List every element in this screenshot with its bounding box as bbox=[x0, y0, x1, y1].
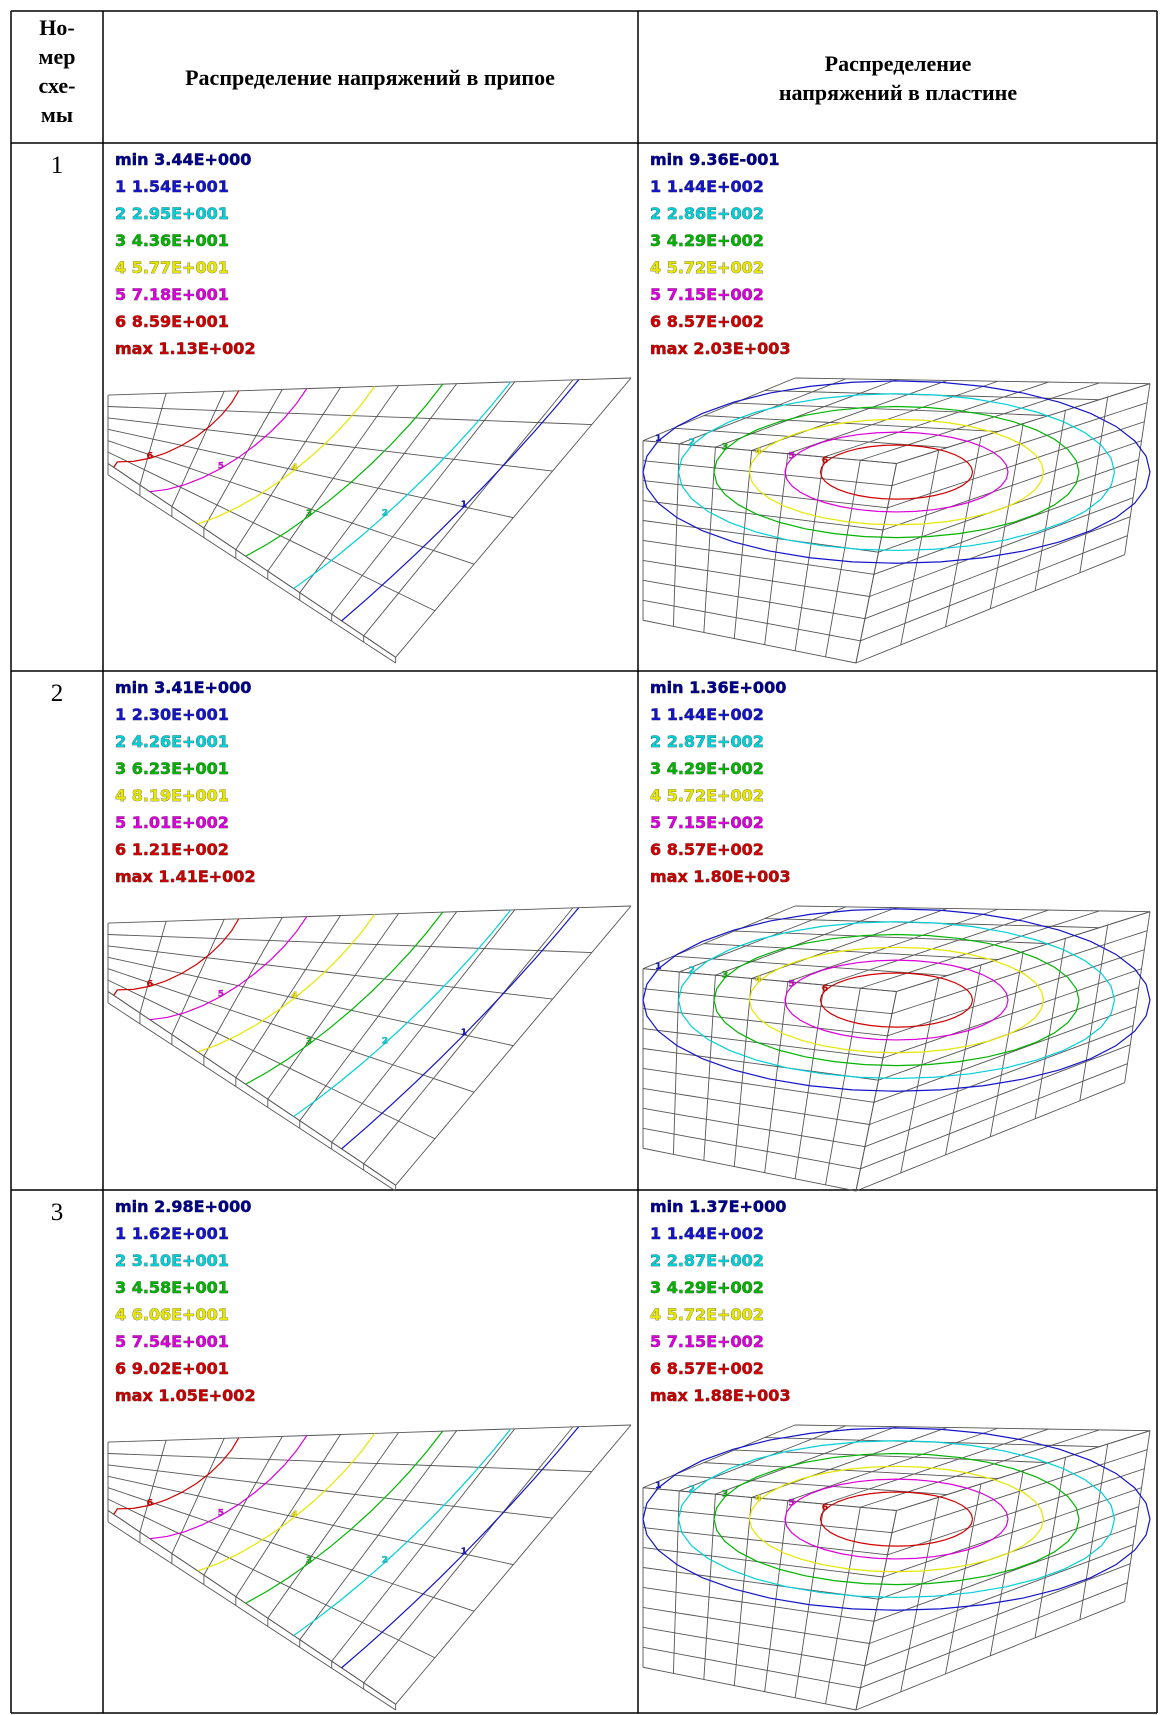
legend-entry: 5 7.15E+002 bbox=[650, 813, 764, 832]
contour-label: 2 bbox=[382, 1036, 388, 1046]
legend-entry: 2 2.95E+001 bbox=[115, 204, 229, 223]
header-plate: напряжений в пластине bbox=[779, 80, 1017, 105]
contour-label: 3 bbox=[722, 443, 728, 453]
contour-label: 5 bbox=[218, 461, 224, 471]
legend-entry: 4 8.19E+001 bbox=[115, 786, 229, 805]
legend-entry: 6 8.59E+001 bbox=[115, 312, 229, 331]
contour-label: 6 bbox=[147, 451, 153, 461]
contour-label: 4 bbox=[755, 975, 761, 985]
contour-label: 2 bbox=[382, 508, 388, 518]
contour-label: 5 bbox=[789, 979, 795, 989]
contour-label: 5 bbox=[789, 1498, 795, 1508]
legend-entry: 1 1.44E+002 bbox=[650, 177, 764, 196]
contour-label: 4 bbox=[755, 1494, 761, 1504]
legend-entry: min 3.41E+000 bbox=[115, 678, 251, 697]
legend-entry: 6 8.57E+002 bbox=[650, 1359, 764, 1378]
contour-label: 5 bbox=[218, 989, 224, 999]
header-plate: Распределение bbox=[825, 51, 972, 76]
contour-label: 1 bbox=[461, 1547, 467, 1557]
legend-entry: 6 1.21E+002 bbox=[115, 840, 229, 859]
legend-entry: 5 7.54E+001 bbox=[115, 1332, 229, 1351]
header-number: мы bbox=[41, 102, 73, 127]
legend-entry: 3 4.36E+001 bbox=[115, 231, 229, 250]
legend-entry: max 1.88E+003 bbox=[650, 1386, 791, 1405]
contour-label: 1 bbox=[461, 500, 467, 510]
legend-entry: 3 4.29E+002 bbox=[650, 759, 764, 778]
row-number: 3 bbox=[51, 1199, 64, 1226]
contour-label: 6 bbox=[822, 456, 828, 466]
contour-label: 1 bbox=[655, 434, 661, 444]
legend-entry: 1 1.44E+002 bbox=[650, 1224, 764, 1243]
header-number: мер bbox=[39, 44, 76, 69]
contour-label: 3 bbox=[722, 1490, 728, 1500]
contour-label: 2 bbox=[689, 1485, 695, 1495]
legend-entry: min 9.36E-001 bbox=[650, 150, 780, 169]
contour-label: 2 bbox=[689, 966, 695, 976]
contour-label: 3 bbox=[306, 1037, 312, 1047]
contour-label: 6 bbox=[147, 1498, 153, 1508]
contour-label: 4 bbox=[292, 1510, 298, 1520]
legend-entry: min 1.37E+000 bbox=[650, 1197, 786, 1216]
contour-label: 1 bbox=[655, 962, 661, 972]
legend-entry: 5 7.18E+001 bbox=[115, 285, 229, 304]
legend-entry: 1 1.62E+001 bbox=[115, 1224, 229, 1243]
contour-label: 1 bbox=[655, 1481, 661, 1491]
header-solder: Распределение напряжений в припое bbox=[185, 65, 555, 90]
legend-entry: 2 2.86E+002 bbox=[650, 204, 764, 223]
legend-entry: 2 2.87E+002 bbox=[650, 1251, 764, 1270]
contour-label: 5 bbox=[218, 1508, 224, 1518]
legend-entry: min 3.44E+000 bbox=[115, 150, 251, 169]
legend-entry: 3 6.23E+001 bbox=[115, 759, 229, 778]
legend-entry: 6 8.57E+002 bbox=[650, 840, 764, 859]
legend-entry: 3 4.29E+002 bbox=[650, 231, 764, 250]
contour-label: 6 bbox=[822, 984, 828, 994]
legend-entry: 1 1.44E+002 bbox=[650, 705, 764, 724]
legend-entry: max 1.80E+003 bbox=[650, 867, 791, 886]
legend-entry: min 2.98E+000 bbox=[115, 1197, 251, 1216]
legend-entry: max 2.03E+003 bbox=[650, 339, 791, 358]
legend-entry: 5 1.01E+002 bbox=[115, 813, 229, 832]
contour-label: 2 bbox=[689, 438, 695, 448]
legend-entry: 4 5.72E+002 bbox=[650, 1305, 764, 1324]
legend-entry: min 1.36E+000 bbox=[650, 678, 786, 697]
header-number: Но- bbox=[39, 15, 74, 40]
legend-entry: max 1.13E+002 bbox=[115, 339, 256, 358]
row-number: 1 bbox=[51, 152, 64, 179]
legend-entry: max 1.41E+002 bbox=[115, 867, 256, 886]
legend-entry: 1 2.30E+001 bbox=[115, 705, 229, 724]
legend-entry: 4 5.72E+002 bbox=[650, 258, 764, 277]
contour-label: 4 bbox=[292, 991, 298, 1001]
document: Но- мер схе- мы Распределение напряжений… bbox=[0, 0, 1168, 1715]
legend-entry: 6 9.02E+001 bbox=[115, 1359, 229, 1378]
legend-entry: 3 4.29E+002 bbox=[650, 1278, 764, 1297]
legend-entry: 4 5.77E+001 bbox=[115, 258, 229, 277]
contour-label: 1 bbox=[461, 1028, 467, 1038]
legend-entry: 2 2.87E+002 bbox=[650, 732, 764, 751]
legend-entry: 1 1.54E+001 bbox=[115, 177, 229, 196]
contour-label: 2 bbox=[382, 1555, 388, 1565]
contour-label: 6 bbox=[147, 979, 153, 989]
legend-entry: 5 7.15E+002 bbox=[650, 285, 764, 304]
legend-entry: 4 6.06E+001 bbox=[115, 1305, 229, 1324]
legend-entry: 2 4.26E+001 bbox=[115, 732, 229, 751]
legend-entry: 2 3.10E+001 bbox=[115, 1251, 229, 1270]
contour-label: 4 bbox=[292, 463, 298, 473]
legend-entry: 6 8.57E+002 bbox=[650, 312, 764, 331]
legend-entry: 3 4.58E+001 bbox=[115, 1278, 229, 1297]
contour-label: 6 bbox=[822, 1503, 828, 1513]
contour-label: 5 bbox=[789, 451, 795, 461]
contour-label: 3 bbox=[306, 509, 312, 519]
contour-label: 3 bbox=[306, 1556, 312, 1566]
header-number: схе- bbox=[38, 73, 75, 98]
legend-entry: max 1.05E+002 bbox=[115, 1386, 256, 1405]
legend-entry: 4 5.72E+002 bbox=[650, 786, 764, 805]
contour-label: 4 bbox=[755, 447, 761, 457]
legend-entry: 5 7.15E+002 bbox=[650, 1332, 764, 1351]
contour-label: 3 bbox=[722, 971, 728, 981]
row-number: 2 bbox=[51, 680, 64, 707]
